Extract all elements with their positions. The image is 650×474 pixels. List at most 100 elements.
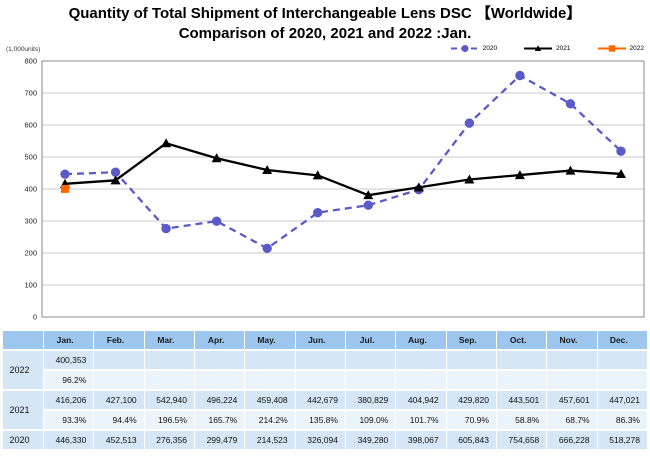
- cell-2020-value: 452,513: [94, 431, 144, 449]
- table-row-2021-values: 2021 416,206 427,100 542,940 496,224 459,408 4…: [3, 391, 647, 429]
- cell-2021-value: 380,829: [345, 391, 396, 409]
- legend-item-2021: 2021: [523, 44, 571, 53]
- y-tick-label: 700: [24, 89, 37, 98]
- cell-2022-value: [396, 351, 446, 369]
- cell-2021-percent: 68.7%: [547, 411, 597, 429]
- circle-marker: [461, 45, 469, 52]
- cell-2022-value: [194, 351, 245, 369]
- circle-marker: [262, 243, 272, 254]
- cell-2022-value: [295, 351, 345, 369]
- table-row-2022-percents: 96.2%: [3, 371, 647, 389]
- cell-2022-value: [144, 351, 194, 369]
- y-tick-label: 600: [24, 121, 37, 130]
- triangle-marker: [262, 164, 273, 174]
- cell-2021-percent: 58.8%: [496, 411, 547, 429]
- chart-legend: 2020 2021 2022: [450, 44, 644, 53]
- cell-2021-value: 442,679: [295, 391, 345, 409]
- column-header-month: Oct.: [496, 331, 547, 349]
- triangle-marker: [616, 168, 626, 178]
- y-tick-label: 0: [33, 313, 37, 322]
- y-axis-units-label: (1,000units): [6, 46, 41, 53]
- cell-2022-percent: [245, 371, 295, 389]
- circle-marker: [515, 70, 525, 81]
- column-header-month: Dec.: [597, 331, 647, 349]
- plot-border: [41, 60, 645, 318]
- triangle-marker: [211, 153, 222, 163]
- cell-2021-value: 457,601: [547, 391, 597, 409]
- cell-2020-value: 349,280: [345, 431, 396, 449]
- page-title-line2: Comparison of 2020, 2021 and 2022 :Jan.: [178, 24, 472, 42]
- cell-2021-value: 443,501: [496, 391, 547, 409]
- column-header-blank: [3, 331, 43, 349]
- cell-2020-value: 276,356: [144, 431, 194, 449]
- cell-2022-percent: [94, 371, 144, 389]
- table-row-2020-values: 2020 446,330 452,513 276,356 299,479 214,523 3…: [3, 431, 647, 449]
- cell-2022-value: [597, 351, 647, 369]
- cell-2022-percent: [194, 371, 245, 389]
- legend-label-2020: 2020: [482, 45, 498, 52]
- column-header-month: Nov.: [547, 331, 597, 349]
- cell-2022-value: [547, 351, 597, 369]
- cell-2022-percent: 96.2%: [44, 371, 94, 389]
- cell-2022-percent: [295, 371, 345, 389]
- cell-2021-value: 427,100: [94, 391, 144, 409]
- series-line-2020: [64, 74, 622, 250]
- cell-2021-percent: 135.8%: [295, 411, 345, 429]
- cell-2020-value: 518,278: [597, 431, 647, 449]
- cell-2021-percent: 196.5%: [144, 411, 194, 429]
- cell-2020-value: 754,658: [496, 431, 547, 449]
- cell-2021-percent: 214.2%: [245, 411, 295, 429]
- triangle-marker: [363, 190, 374, 200]
- column-header-month: Aug.: [396, 331, 446, 349]
- triangle-marker: [534, 45, 542, 52]
- legend-swatch-2022: [597, 45, 626, 52]
- cell-2020-value: 326,094: [295, 431, 345, 449]
- column-header-month: Feb.: [94, 331, 144, 349]
- y-tick-label: 500: [24, 153, 37, 162]
- circle-marker: [211, 216, 222, 226]
- cell-2020-value: 666,228: [547, 431, 597, 449]
- column-header-month: Apr.: [194, 331, 245, 349]
- cell-2022-value: 400,353: [44, 351, 94, 369]
- legend-item-2020: 2020: [450, 44, 497, 53]
- line-plot-canvas: 0 100 200 300 400 500 600 700 800: [24, 57, 645, 322]
- circle-marker: [110, 167, 121, 177]
- legend-swatch-2020: [450, 45, 479, 52]
- page-title-line1: Quantity of Total Shipment of Interchang…: [68, 5, 582, 22]
- cell-2022-percent: [396, 371, 446, 389]
- table-row-2021-percents: 93.3% 94.4% 196.5% 165.7% 214.2% 135.8% 109.0%…: [3, 411, 647, 429]
- cell-2020-value: 214,523: [245, 431, 295, 449]
- cell-2021-percent: 165.7%: [194, 411, 245, 429]
- legend-label-2021: 2021: [556, 45, 571, 52]
- column-header-month: Jun.: [295, 331, 345, 349]
- cell-2022-value: [245, 351, 295, 369]
- circle-marker: [363, 200, 373, 210]
- cell-2021-percent: 93.3%: [44, 411, 94, 429]
- cell-2020-value: 299,479: [194, 431, 245, 449]
- column-header-month: Jul.: [345, 331, 396, 349]
- cell-2022-percent: [597, 371, 647, 389]
- cell-2022-percent: [345, 371, 396, 389]
- cell-2021-value: 404,942: [396, 391, 446, 409]
- triangle-marker: [110, 175, 121, 185]
- row-header-2022: 2022: [3, 351, 43, 389]
- cell-2021-percent: 94.4%: [94, 411, 144, 429]
- triangle-marker: [161, 138, 172, 148]
- legend-item-2022: 2022: [597, 44, 644, 53]
- cell-2021-value: 447,021: [597, 391, 647, 409]
- shipment-data-table: Jan. Feb. Mar. Apr. May. Jun. Jul. Aug. Sep. Oct.…: [2, 329, 648, 451]
- column-header-month: Jan.: [44, 331, 94, 349]
- circle-marker: [60, 169, 70, 179]
- series-line-2021: [64, 141, 622, 197]
- cell-2021-value: 496,224: [194, 391, 245, 409]
- y-tick-label: 100: [24, 281, 37, 290]
- legend-swatch-2021: [524, 45, 553, 52]
- column-header-month: May.: [245, 331, 295, 349]
- cell-2022-value: [446, 351, 496, 369]
- cell-2020-value: 398,067: [396, 431, 446, 449]
- triangle-marker: [464, 174, 475, 184]
- cell-2022-percent: [496, 371, 547, 389]
- cell-2021-percent: 101.7%: [396, 411, 446, 429]
- circle-marker: [616, 146, 626, 156]
- cell-2021-value: 542,940: [144, 391, 194, 409]
